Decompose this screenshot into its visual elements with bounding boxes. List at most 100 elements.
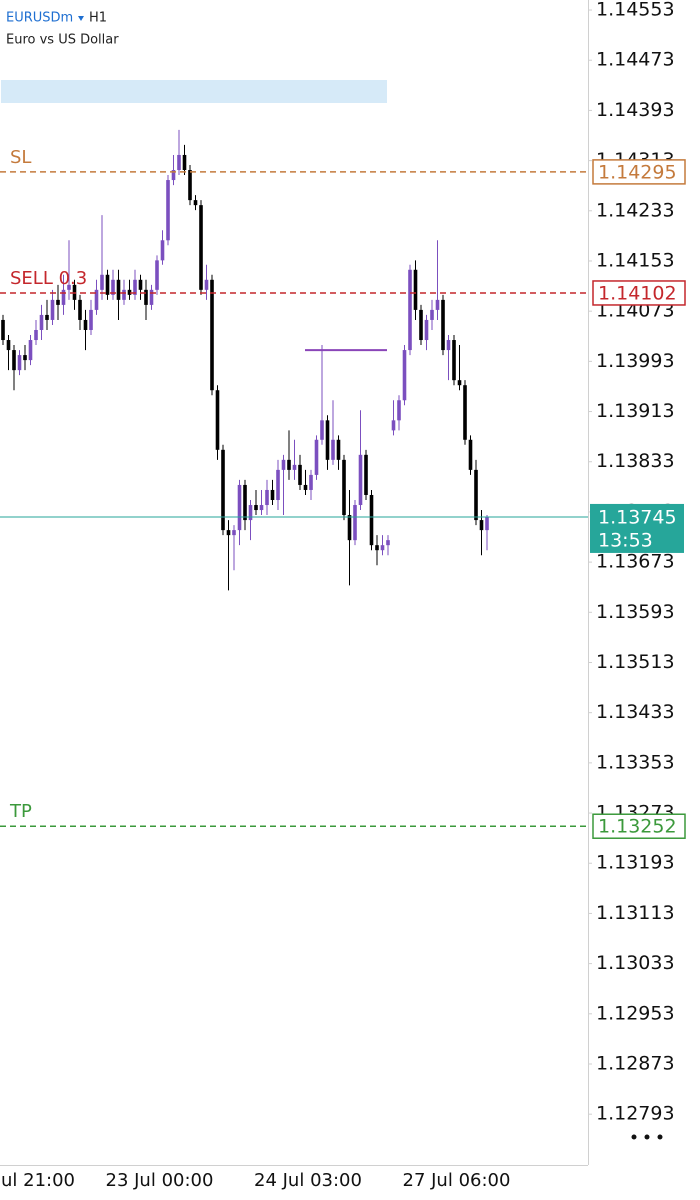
y-tick-label: 1.13673 (596, 551, 675, 573)
menu-dot (657, 1134, 663, 1140)
candle-body (160, 240, 165, 261)
candle-body (182, 154, 187, 171)
candle-body (364, 454, 368, 495)
candle-body (435, 299, 440, 310)
x-tick-label: 24 Jul 03:00 (254, 1170, 362, 1191)
level-price-label: 1.14102 (598, 282, 677, 304)
timeframe[interactable]: H1 (89, 11, 107, 26)
candle-body (39, 314, 44, 330)
candle-body (89, 309, 93, 330)
current-price-label: 1.13745 (598, 506, 677, 528)
candle-body (23, 355, 27, 361)
candle-body (468, 439, 473, 470)
candle-body (380, 545, 385, 551)
candle-body (474, 469, 478, 521)
candle-body (155, 260, 159, 290)
candle-body (358, 454, 363, 506)
candle-body (424, 319, 429, 341)
candle-body (199, 205, 203, 290)
symbol-dropdown-icon[interactable] (78, 16, 84, 21)
candle-body (67, 284, 71, 290)
candle-body (215, 390, 220, 450)
candle-body (94, 289, 99, 310)
candle-body (122, 289, 126, 300)
candle-body (12, 350, 16, 371)
candle-body (28, 340, 33, 361)
candle-body (221, 449, 225, 531)
candle-body (78, 299, 82, 320)
candle-body (17, 355, 22, 371)
y-tick-label: 1.13833 (596, 450, 675, 472)
candle-body (463, 385, 467, 440)
candle-body (287, 459, 291, 470)
candle-body (457, 380, 462, 386)
candle-body (204, 279, 209, 290)
candle-body (336, 439, 341, 460)
candle-body (331, 439, 335, 460)
candle-body (369, 494, 374, 546)
candle-body (402, 350, 407, 401)
plot-area: SL SELL 0.3 TP (0, 129, 588, 827)
candle-body (50, 299, 55, 320)
y-tick-label: 1.14153 (596, 249, 675, 271)
level-price-box (592, 280, 686, 306)
y-tick-label: 1.13353 (596, 751, 675, 773)
candle-body (408, 269, 412, 351)
candle-body (83, 319, 88, 330)
y-tick-label: 1.14233 (596, 199, 675, 221)
candle-body (243, 484, 247, 521)
candle-body (248, 505, 253, 521)
symbol[interactable]: EURUSDm (6, 11, 73, 26)
candle-body (100, 274, 104, 290)
y-tick-label: 1.13913 (596, 400, 675, 422)
candle-body (419, 309, 423, 341)
candle-body (232, 530, 236, 536)
candle-body (298, 464, 302, 485)
candle-body (309, 474, 313, 490)
y-tick-label: 1.13433 (596, 701, 675, 723)
level-name: SELL 0.3 (10, 268, 87, 289)
candle-body (452, 340, 456, 381)
candle-body (270, 489, 275, 501)
candle-body (226, 530, 231, 536)
more-menu[interactable] (631, 1134, 663, 1140)
menu-dot (631, 1134, 637, 1140)
current-price-box (590, 503, 684, 553)
symbol-description: Euro vs US Dollar (6, 33, 119, 48)
candle-body (276, 469, 280, 501)
candle-body (259, 505, 264, 511)
candle-body (353, 505, 357, 541)
y-tick-label: 1.13993 (596, 350, 675, 372)
candle-body (413, 269, 418, 310)
candle-body (254, 505, 258, 511)
bar-countdown: 13:53 (598, 529, 653, 551)
candle-body (177, 154, 181, 171)
y-tick-label: 1.13193 (596, 852, 675, 874)
y-tick-label: 1.13593 (596, 601, 675, 623)
y-tick-label: 1.14473 (596, 49, 675, 71)
candle-body (105, 274, 110, 295)
candle-body (397, 400, 401, 421)
level-price-label: 1.13252 (598, 816, 677, 838)
candle-body (34, 329, 38, 341)
y-tick-label: 1.14393 (596, 99, 675, 121)
candle-body (292, 464, 297, 470)
candle-body (193, 200, 198, 206)
y-tick-label: 1.13033 (596, 952, 675, 974)
level-price-box (592, 813, 686, 839)
toolbar-placeholder (1, 80, 387, 103)
y-tick-label: 1.12873 (596, 1052, 675, 1074)
candle-body (144, 289, 148, 305)
candle-body (320, 420, 324, 440)
candle-body (171, 170, 176, 181)
menu-dot (644, 1134, 650, 1140)
x-tick-label: 23 Jul 00:00 (106, 1170, 214, 1191)
candle-body (210, 279, 214, 391)
level-price-box (592, 159, 686, 185)
candle-body (347, 515, 352, 541)
candle-body (479, 520, 484, 531)
candle-body (45, 314, 49, 320)
candle-body (56, 299, 60, 305)
candle-body (133, 279, 137, 295)
